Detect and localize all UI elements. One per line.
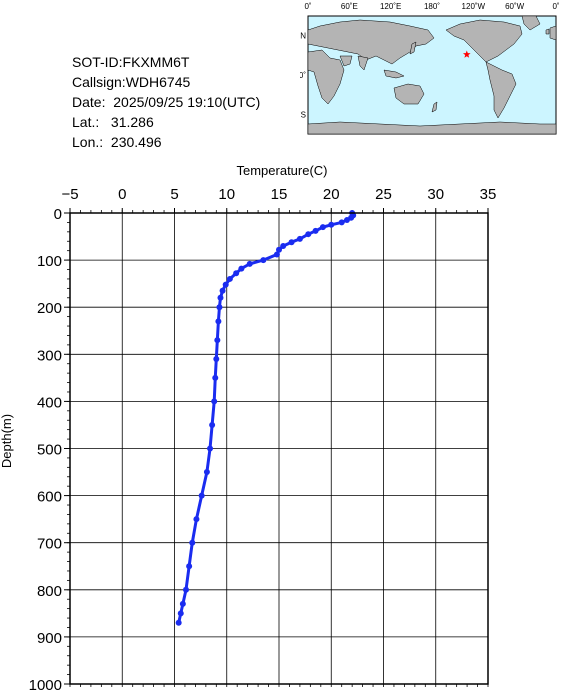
x-tick-labels: −5 0 5 10 15 20 25 30 35 — [61, 186, 496, 203]
y-tick-label: 0 — [54, 206, 62, 223]
location-map: 0˚ 60˚E 120˚E 180˚ 120˚W 60˚W 0˚ 60˚N 0˚ 60˚S — [300, 2, 560, 135]
y-tick-label: 800 — [37, 583, 62, 600]
chart-grid — [69, 212, 489, 685]
temperature-data-point — [177, 610, 184, 617]
y-tick-label: 900 — [37, 630, 62, 647]
x-tick-label: 35 — [480, 186, 497, 203]
temperature-data-point — [217, 294, 224, 301]
temperature-data-point — [214, 337, 221, 344]
temperature-data-point — [216, 304, 223, 311]
temperature-data-point — [193, 516, 200, 523]
y-tick-labels: 0 100 200 300 400 500 600 700 800 900 1000 — [29, 206, 62, 690]
temperature-data-point — [189, 539, 196, 546]
temperature-data-point — [348, 214, 355, 221]
temperature-data-point — [233, 270, 240, 277]
x-tick-label: 15 — [271, 186, 288, 203]
temperature-data-point — [273, 251, 280, 258]
temperature-data-point — [198, 492, 205, 499]
x-axis-title: Temperature(C) — [236, 163, 327, 178]
temperature-data-point — [280, 242, 287, 249]
y-tick-label: 600 — [37, 489, 62, 506]
temperature-data-point — [222, 281, 229, 288]
temperature-data-point — [312, 227, 319, 234]
temperature-data-point — [288, 239, 295, 246]
temperature-data-point — [186, 563, 193, 570]
longitude-label: Lon.: 230.496 — [72, 134, 162, 150]
map-longitude-label: 180˚ — [424, 2, 440, 11]
y-tick-label: 300 — [37, 347, 62, 364]
y-tick-label: 100 — [37, 253, 62, 270]
temperature-data-point — [203, 469, 210, 476]
x-tick-label: 5 — [170, 186, 178, 203]
star-marker-icon — [462, 50, 471, 58]
date-label: Date: 2025/09/25 19:10(UTC) — [72, 94, 261, 110]
map-land — [307, 15, 557, 135]
temperature-data-point — [246, 260, 253, 267]
metadata-block: SOT-ID:FKXMM6T Callsign:WDH6745 Date: 20… — [72, 52, 260, 152]
temperature-data-point — [183, 586, 189, 593]
map-latitude-labels: 60˚N 0˚ 60˚S — [300, 32, 306, 120]
temperature-data-point — [260, 257, 267, 264]
sot-id-label: SOT-ID:FKXMM6T — [72, 54, 190, 70]
x-tick-label: 30 — [427, 186, 444, 203]
x-tick-label: −5 — [61, 186, 78, 203]
temperature-data-point — [207, 445, 214, 452]
map-latitude-label: 0˚ — [300, 71, 306, 80]
x-tick-label: 25 — [375, 186, 392, 203]
temperature-data-point — [343, 217, 350, 224]
y-tick-label: 700 — [37, 536, 62, 553]
temperature-data-point — [349, 210, 356, 216]
temperature-data-point — [179, 600, 186, 607]
x-tick-label: 0 — [118, 186, 126, 203]
y-tick-label: 200 — [37, 300, 62, 317]
temperature-data-point — [219, 287, 226, 294]
temperature-data-point — [276, 246, 282, 253]
temperature-data-point — [212, 374, 219, 381]
temperature-data-point — [226, 275, 233, 282]
map-latitude-label: 60˚S — [300, 110, 306, 119]
temperature-data-point — [350, 212, 357, 219]
map-longitude-labels: 0˚ 60˚E 120˚E 180˚ 120˚W 60˚W 0˚ — [304, 2, 559, 11]
map-longitude-label: 120˚W — [462, 2, 486, 11]
map-longitude-label: 120˚E — [380, 2, 401, 11]
map-longitude-label: 0˚ — [552, 2, 559, 11]
temperature-data-point — [209, 421, 216, 428]
temperature-profile-series — [175, 210, 357, 626]
temperature-data-point — [238, 265, 245, 272]
temperature-data-point — [328, 221, 335, 228]
float-location-marker — [462, 50, 471, 58]
callsign-label: Callsign:WDH6745 — [72, 74, 191, 90]
y-tick-label: 400 — [37, 394, 62, 411]
temperature-data-point — [319, 224, 326, 231]
map-longitude-label: 0˚ — [304, 2, 311, 11]
map-longitude-label: 60˚E — [341, 2, 358, 11]
temperature-data-point — [338, 219, 345, 226]
y-axis-title: Depth(m) — [0, 414, 14, 468]
x-tick-label: 10 — [218, 186, 235, 203]
chart-ticks — [64, 208, 489, 687]
temperature-data-point — [215, 318, 222, 325]
map-longitude-label: 60˚W — [505, 2, 525, 11]
latitude-label: Lat.: 31.286 — [72, 114, 154, 130]
map-latitude-label: 60˚N — [300, 32, 306, 41]
temperature-data-point — [305, 231, 312, 238]
temperature-data-point — [211, 398, 218, 405]
temperature-data-point — [175, 619, 182, 626]
plot-frame — [69, 212, 489, 685]
x-tick-label: 20 — [323, 186, 340, 203]
y-tick-label: 500 — [37, 442, 62, 459]
temperature-data-point — [296, 235, 303, 242]
y-tick-label: 1000 — [29, 677, 62, 690]
temperature-data-point — [213, 356, 220, 363]
temperature-profile-line — [177, 211, 355, 625]
